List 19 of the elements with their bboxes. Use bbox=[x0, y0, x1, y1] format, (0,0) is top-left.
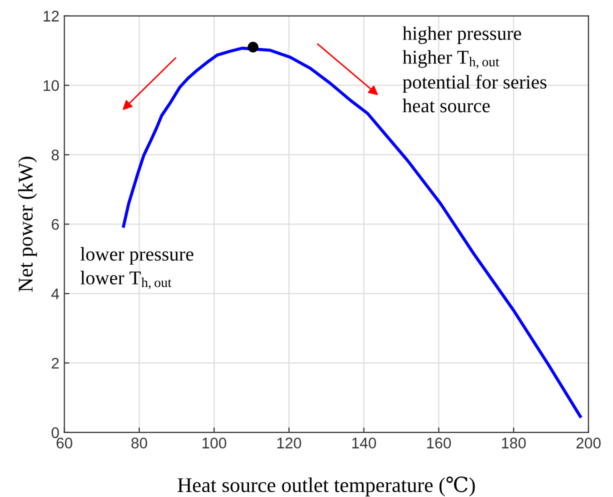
y-tick-label: 12 bbox=[44, 10, 59, 22]
x-axis-title: Heat source outlet temperature (℃) bbox=[178, 476, 475, 496]
x-tick-label: 180 bbox=[502, 438, 526, 448]
x-tick-label: 160 bbox=[427, 438, 451, 448]
y-tick-label: 8 bbox=[52, 150, 59, 160]
annotation: higher pressure higher T$_{h,out}$ potential for series heat source bbox=[402, 26, 546, 112]
x-tick-label: 140 bbox=[352, 438, 376, 448]
x-tick-label: 80 bbox=[131, 438, 148, 448]
x-tick-label: 60 bbox=[56, 438, 72, 448]
y-tick-label: 6 bbox=[52, 219, 59, 230]
x-tick-label: 120 bbox=[277, 438, 302, 448]
y-tick-label: 0 bbox=[52, 427, 59, 438]
y-tick-label: 4 bbox=[51, 288, 60, 300]
x-tick-label: 100 bbox=[202, 438, 226, 448]
y-tick-label: 2 bbox=[52, 358, 59, 369]
y-tick-label: 10 bbox=[44, 80, 59, 92]
annotation: lower pressure lower T$_{h,out}$ bbox=[80, 247, 194, 290]
y-axis-title: Net power (kW) bbox=[18, 156, 37, 292]
x-tick-label: 200 bbox=[576, 438, 601, 448]
